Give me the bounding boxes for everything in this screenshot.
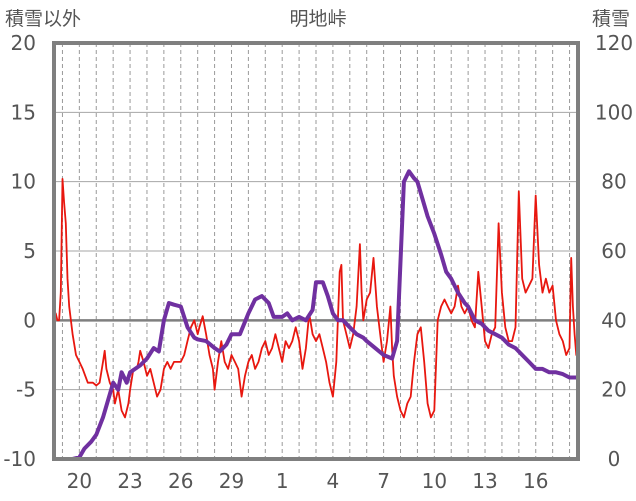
snow-depth-line: [52, 169, 579, 461]
left-tick-label: 15: [11, 100, 36, 124]
x-axis-ticks: 20 23 26 29 1 4 7 10 13 16: [67, 469, 549, 493]
left-tick-label: -5: [16, 378, 36, 402]
x-tick-label: 29: [219, 469, 244, 493]
chart-title: 明地峠: [289, 8, 346, 30]
left-tick-label: 5: [23, 239, 36, 263]
left-tick-label: -10: [3, 447, 36, 471]
right-tick-label: 60: [601, 239, 626, 263]
left-axis-title: 積雪以外: [5, 8, 81, 30]
right-tick-label: 100: [595, 100, 633, 124]
left-axis-ticks: 20 15 10 5 0 -5 -10: [3, 31, 36, 471]
x-tick-label: 26: [168, 469, 193, 493]
left-tick-label: 20: [11, 31, 36, 55]
right-tick-label: 0: [608, 447, 621, 471]
horizontal-gridlines: [54, 111, 578, 391]
x-tick-label: 13: [472, 469, 497, 493]
right-axis-ticks: 120 100 80 60 40 20 0: [595, 31, 633, 471]
other-measure-line: [54, 177, 578, 419]
x-tick-label: 10: [422, 469, 447, 493]
x-tick-label: 16: [523, 469, 548, 493]
plot-frame: [52, 41, 580, 461]
right-axis-title: 積雪: [592, 8, 630, 30]
right-tick-label: 80: [601, 170, 626, 194]
x-tick-label: 4: [327, 469, 340, 493]
x-tick-label: 7: [377, 469, 390, 493]
left-tick-label: 0: [23, 308, 36, 332]
left-tick-label: 10: [11, 170, 36, 194]
right-tick-label: 20: [601, 378, 626, 402]
x-tick-label: 1: [276, 469, 289, 493]
series-layer: [52, 169, 579, 461]
x-tick-label: 20: [67, 469, 92, 493]
right-tick-label: 40: [601, 308, 626, 332]
right-tick-label: 120: [595, 31, 633, 55]
x-tick-label: 23: [117, 469, 142, 493]
